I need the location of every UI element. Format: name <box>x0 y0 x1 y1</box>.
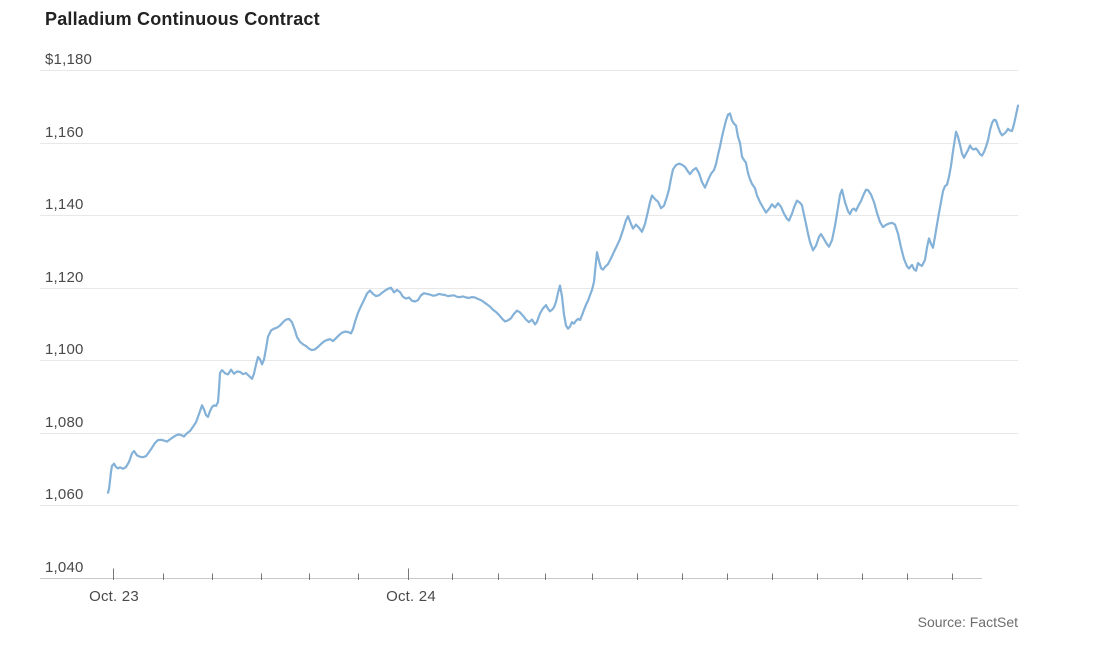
y-axis-label: 1,100 <box>45 341 84 358</box>
price-line <box>106 104 1020 494</box>
x-axis-label: Oct. 24 <box>386 588 436 605</box>
y-axis-label: 1,140 <box>45 196 84 213</box>
chart-title: Palladium Continuous Contract <box>45 9 320 29</box>
source-attribution: Source: FactSet <box>917 614 1018 630</box>
x-axis-label: Oct. 23 <box>89 588 139 605</box>
y-axis-label: 1,120 <box>45 269 84 286</box>
y-axis-label: 1,060 <box>45 486 84 503</box>
y-axis-label: 1,160 <box>45 124 84 141</box>
y-axis-label: 1,080 <box>45 414 84 431</box>
y-axis-label: $1,180 <box>45 51 92 68</box>
y-axis-label: 1,040 <box>45 559 84 576</box>
